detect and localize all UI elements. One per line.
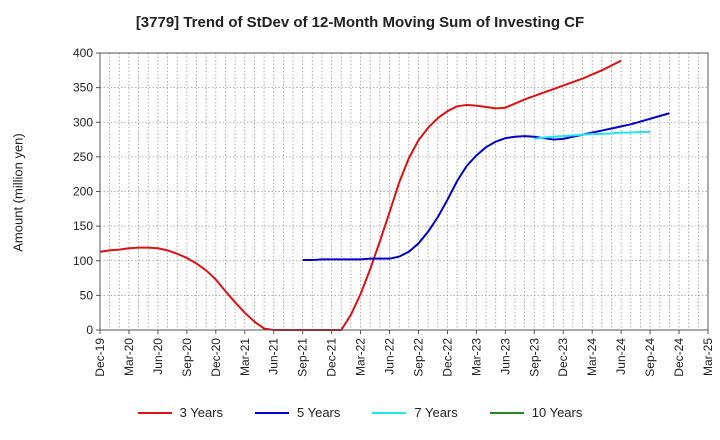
legend-swatch: [137, 411, 172, 414]
x-tick-label: Sep-21: [296, 338, 310, 377]
series-line-5-years: [302, 112, 670, 262]
legend-swatch: [489, 411, 524, 414]
x-tick-label: Dec-22: [440, 338, 454, 377]
legend: 3 Years 5 Years 7 Years 10 Years: [0, 405, 720, 420]
legend-item: 3 Years: [137, 405, 223, 420]
x-tick-label: Dec-24: [672, 338, 686, 377]
x-tick-label: Jun-21: [267, 338, 281, 375]
legend-label: 3 Years: [179, 405, 223, 420]
y-tick-label: 150: [73, 219, 93, 233]
x-tick-label: Mar-20: [122, 338, 136, 376]
legend-label: 5 Years: [297, 405, 341, 420]
legend-item: 5 Years: [255, 405, 340, 420]
axes: 0 50 100 150 200 250 300 350 400 Dec-19 Mar-20 Jun-…: [73, 46, 715, 377]
x-tick-label: Jun-23: [498, 338, 512, 375]
legend-swatch: [372, 411, 407, 414]
y-tick-label: 100: [73, 254, 93, 268]
x-tick-label: Sep-23: [527, 338, 541, 377]
x-tick-label: Mar-24: [585, 338, 599, 376]
x-tick-label: Sep-22: [411, 338, 425, 377]
x-tick-label: Sep-24: [643, 338, 657, 377]
y-tick-label: 350: [73, 81, 93, 95]
y-tick-label: 400: [73, 46, 93, 60]
series-line-7-years: [534, 130, 651, 140]
series-lines: [99, 59, 670, 331]
legend-swatch: [255, 411, 289, 414]
x-tick-label: Mar-23: [469, 338, 483, 376]
legend-item: 10 Years: [489, 405, 583, 420]
x-tick-label: Jun-22: [383, 338, 397, 375]
x-tick-label: Sep-20: [180, 338, 194, 377]
y-tick-label: 300: [73, 115, 93, 129]
x-tick-label: Dec-20: [209, 338, 223, 377]
x-tick-label: Mar-21: [238, 338, 252, 376]
grid: [99, 52, 709, 331]
series-line-3-years: [99, 59, 622, 331]
x-tick-label: Jun-24: [614, 338, 628, 375]
x-tick-label: Mar-25: [701, 338, 715, 376]
y-tick-label: 50: [80, 288, 94, 302]
x-tick-label: Dec-19: [93, 338, 107, 377]
x-tick-label: Dec-21: [325, 338, 339, 377]
legend-label: 10 Years: [531, 405, 583, 420]
y-tick-label: 0: [86, 323, 93, 337]
y-tick-label: 250: [73, 150, 93, 164]
x-tick-label: Mar-22: [354, 338, 368, 376]
chart-title: [3779] Trend of StDev of 12-Month Moving…: [135, 14, 585, 31]
x-tick-label: Jun-20: [151, 338, 165, 375]
legend-item: 7 Years: [372, 405, 458, 420]
x-tick-label: Dec-23: [556, 338, 570, 377]
legend-label: 7 Years: [414, 405, 458, 420]
y-tick-label: 200: [73, 185, 93, 199]
